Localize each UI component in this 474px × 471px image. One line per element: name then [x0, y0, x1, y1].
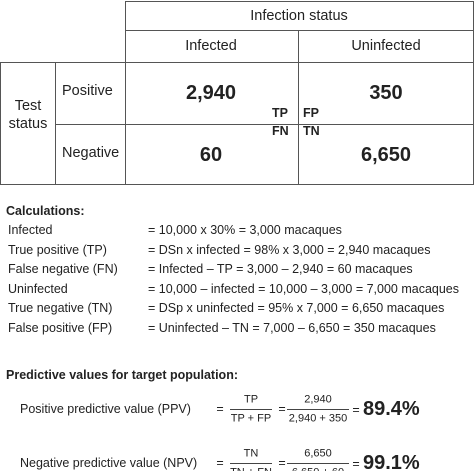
calc-label: False negative (FN)	[8, 261, 118, 276]
fraction-numerator: TP	[243, 393, 259, 406]
row-label: Negative	[62, 144, 120, 161]
equals: =	[216, 401, 224, 416]
calc-formula: = DSp x uninfected = 95% x 7,000 = 6,650…	[148, 301, 445, 316]
calc-formula: = Infected – TP = 3,000 – 2,940 = 60 mac…	[148, 261, 413, 276]
calc-label: False positive (FP)	[8, 320, 113, 335]
pv-label: Negative predictive value (NPV)	[20, 455, 198, 470]
column-header: Uninfected	[351, 37, 421, 54]
equals: =	[216, 455, 224, 470]
row-label: Positive	[62, 82, 113, 99]
cell-tag: TP	[272, 105, 288, 120]
cell-tag: FN	[272, 123, 289, 138]
cell-value: 2,940	[185, 82, 237, 104]
calc-formula: = Uninfected – TN = 7,000 – 6,650 = 350 …	[148, 320, 436, 335]
column-header: Infected	[185, 37, 237, 54]
row-group-header: Test status	[8, 97, 48, 132]
fraction-numerator: TN	[243, 447, 259, 460]
section-title: Calculations:	[6, 203, 85, 218]
cell-value: 6,650	[360, 144, 412, 166]
calc-formula: = 10,000 x 30% = 3,000 macaques	[148, 222, 342, 237]
calc-formula: = DSn x infected = 98% x 3,000 = 2,940 m…	[148, 242, 431, 257]
fraction-bar	[230, 409, 272, 410]
pv-label: Positive predictive value (PPV)	[20, 401, 191, 416]
fraction-bar	[230, 463, 272, 464]
cell-value: 350	[369, 82, 403, 104]
equals: =	[278, 401, 286, 416]
equals: =	[278, 455, 286, 470]
cell-tag: FP	[303, 105, 319, 120]
section-title: Predictive values for target population:	[6, 367, 238, 382]
fraction-numerator: 6,650	[304, 447, 332, 460]
fraction-denominator: 6,650 + 60	[292, 467, 344, 471]
pv-result: 99.1%	[363, 452, 420, 471]
calc-formula: = 10,000 – infected = 10,000 – 3,000 = 7…	[148, 281, 460, 296]
fraction-denominator: 2,940 + 350	[288, 412, 348, 425]
equals: =	[352, 402, 360, 417]
column-group-header: Infection status	[250, 7, 348, 24]
fraction-denominator: TN + FN	[230, 467, 272, 471]
fraction-denominator: TP + FP	[230, 412, 272, 425]
calc-label: Infected	[8, 222, 53, 237]
calc-label: True positive (TP)	[8, 242, 107, 257]
fraction-numerator: 2,940	[304, 393, 332, 406]
cell-value: 60	[199, 144, 223, 166]
equals: =	[352, 456, 360, 471]
fraction-bar	[287, 463, 349, 464]
pv-result: 89.4%	[363, 398, 420, 420]
calc-label: True negative (TN)	[8, 301, 113, 316]
fraction-bar	[287, 409, 349, 410]
cell-tag: TN	[303, 123, 320, 138]
calc-label: Uninfected	[8, 281, 68, 296]
